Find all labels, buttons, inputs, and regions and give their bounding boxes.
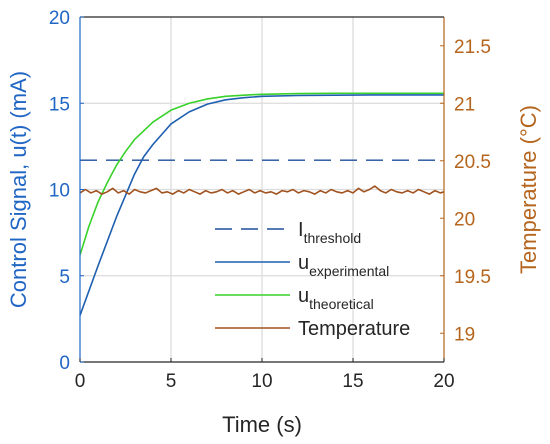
- x-tick-label: 15: [342, 371, 363, 392]
- series-theoretical-line: [79, 92, 444, 256]
- legend: Ithreshold uexperimental utheoretical Tempe…: [215, 219, 410, 340]
- legend-label: Ithreshold: [298, 219, 361, 246]
- y-left-tick-label: 15: [49, 94, 70, 115]
- plot-area: [79, 92, 445, 316]
- y-right-tick-label: 21.5: [454, 37, 491, 58]
- series-experimental-line: [79, 94, 444, 316]
- y-right-tick-label: 20.5: [454, 152, 491, 173]
- y-right-tick-label: 19: [454, 324, 475, 345]
- x-tick-label: 0: [75, 371, 86, 392]
- ticks: 0 5 10 15 20 0 5 10 15 20 19 19.5 20 20.5 21 21.5: [49, 8, 491, 392]
- y-left-tick-label: 5: [59, 267, 70, 288]
- x-tick-label: 5: [166, 371, 177, 392]
- y-left-tick-label: 10: [49, 181, 70, 202]
- legend-label: uexperimental: [298, 252, 389, 279]
- legend-item-threshold: Ithreshold: [215, 219, 361, 246]
- legend-label: Temperature: [298, 318, 410, 340]
- y-left-tick-label: 20: [49, 8, 70, 29]
- y-right-tick-label: 20: [454, 209, 475, 230]
- y-axis-right-title: Temperature (°C): [516, 105, 541, 274]
- y-left-tick-label: 0: [59, 353, 70, 374]
- legend-label: utheoretical: [298, 285, 374, 312]
- legend-item-theoretical: utheoretical: [215, 285, 374, 312]
- grid: [80, 17, 444, 362]
- legend-item-experimental: uexperimental: [215, 252, 389, 279]
- x-tick-label: 10: [251, 371, 272, 392]
- x-axis-title: Time (s): [222, 412, 302, 437]
- y-right-tick-label: 21: [454, 94, 475, 115]
- y-axis-left-title: Control Signal, u(t) (mA): [6, 71, 31, 308]
- legend-item-temperature: Temperature: [215, 318, 410, 340]
- x-tick-label: 20: [433, 371, 454, 392]
- series-temperature-line: [79, 185, 445, 195]
- y-right-tick-label: 19.5: [454, 267, 491, 288]
